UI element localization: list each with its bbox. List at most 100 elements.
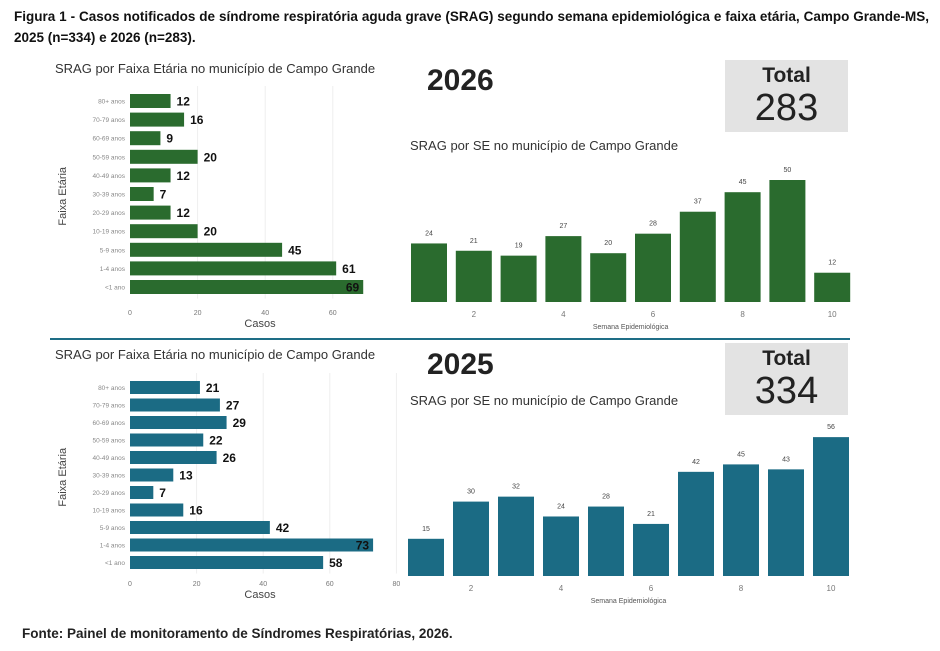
data-label: 20	[604, 240, 612, 247]
category-label: 80+ anos	[98, 385, 126, 392]
data-label: 45	[739, 179, 747, 186]
x-tick-label: 40	[261, 310, 269, 317]
x-tick-label: 2	[469, 584, 474, 593]
bar	[130, 94, 171, 108]
bar	[130, 261, 337, 276]
category-label: 70-79 anos	[92, 117, 125, 124]
bar	[633, 523, 669, 576]
x-tick-label: 40	[259, 581, 267, 588]
total-card-2025: Total 334	[725, 343, 848, 415]
data-label: 28	[602, 494, 610, 501]
data-label: 27	[560, 223, 568, 230]
data-label: 20	[204, 225, 218, 239]
category-label: 30-39 anos	[92, 192, 125, 199]
data-label: 16	[190, 113, 204, 127]
x-tick-label: 60	[329, 310, 337, 317]
category-label: 50-59 anos	[92, 154, 125, 161]
bar	[768, 469, 804, 576]
x-tick-label: 10	[828, 310, 837, 319]
data-label: 12	[828, 260, 836, 267]
year-title-2025: 2025	[427, 348, 494, 381]
data-label: 7	[159, 486, 166, 500]
data-label: 16	[189, 504, 203, 518]
x-tick-label: 2	[472, 310, 477, 319]
data-label: 69	[346, 281, 360, 295]
bar	[130, 433, 204, 447]
bar	[814, 272, 851, 302]
x-tick-label: 8	[739, 584, 744, 593]
x-axis-title: Semana Epidemiológica	[593, 324, 669, 331]
category-label: 80+ anos	[98, 99, 126, 106]
bar	[500, 255, 537, 302]
total-card-2026: Total 283	[725, 60, 848, 132]
data-label: 12	[177, 206, 191, 220]
bar	[130, 168, 171, 183]
figure-source: Fonte: Painel de monitoramento de Síndro…	[22, 626, 453, 641]
x-tick-label: 10	[827, 584, 836, 593]
category-label: 70-79 anos	[92, 403, 125, 410]
x-axis-title: Casos	[244, 589, 276, 601]
bar	[130, 503, 184, 517]
bar	[130, 381, 200, 394]
category-label: 10-19 anos	[92, 229, 125, 236]
bar	[455, 250, 492, 302]
x-tick-label: 6	[649, 584, 654, 593]
data-label: 42	[276, 521, 290, 535]
bar	[590, 253, 627, 302]
x-axis-title: Semana Epidemiológica	[591, 598, 667, 605]
data-label: 58	[329, 556, 343, 570]
bar	[543, 516, 579, 576]
data-label: 26	[223, 451, 237, 465]
data-label: 42	[692, 459, 700, 466]
bar	[724, 192, 761, 302]
data-label: 9	[166, 132, 173, 146]
bar	[411, 243, 447, 302]
data-label: 12	[177, 95, 191, 109]
category-label: 40-49 anos	[92, 455, 125, 462]
bar	[130, 149, 198, 164]
data-label: 45	[737, 451, 745, 458]
data-label: 50	[784, 167, 792, 174]
data-label: 22	[209, 434, 223, 448]
bar	[130, 112, 185, 127]
data-label: 45	[288, 243, 302, 257]
data-label: 30	[467, 489, 475, 496]
data-label: 7	[160, 188, 167, 202]
data-label: 56	[827, 424, 835, 431]
data-label: 20	[204, 150, 218, 164]
data-label: 73	[356, 539, 370, 553]
column-chart-title: SRAG por SE no município de Campo Grande	[410, 138, 678, 153]
x-tick-label: 8	[740, 310, 745, 319]
data-label: 27	[226, 399, 240, 413]
category-label: 1-4 anos	[100, 543, 126, 550]
data-label: 29	[233, 416, 247, 430]
x-axis-title: Casos	[244, 318, 276, 330]
x-tick-label: 80	[393, 581, 401, 588]
bar	[635, 233, 671, 302]
data-label: 43	[782, 456, 790, 463]
bar	[130, 468, 174, 482]
y-axis-title: Faixa Etária	[57, 166, 69, 226]
category-label: 60-69 anos	[92, 136, 125, 143]
category-label: 10-19 anos	[92, 508, 125, 515]
figure-caption: Figura 1 - Casos notificados de síndrome…	[14, 9, 929, 45]
data-label: 32	[512, 484, 520, 491]
column-chart-title: SRAG por SE no município de Campo Grande	[410, 393, 678, 408]
bar	[130, 538, 374, 552]
bar	[130, 224, 198, 239]
data-label: 61	[342, 262, 356, 276]
data-label: 21	[647, 511, 655, 518]
bar	[130, 398, 220, 412]
category-label: 5-9 anos	[100, 525, 126, 532]
bar	[588, 506, 624, 576]
bar	[769, 180, 806, 302]
bar	[130, 556, 324, 569]
category-label: 1-4 anos	[100, 266, 126, 273]
hbar-chart-title: SRAG por Faixa Etária no município de Ca…	[55, 61, 375, 76]
category-label: <1 ano	[105, 560, 125, 567]
category-label: 5-9 anos	[100, 247, 126, 254]
x-tick-label: 20	[193, 581, 201, 588]
year-title-2026: 2026	[427, 64, 494, 97]
total-label: Total	[762, 64, 811, 87]
data-label: 21	[470, 238, 478, 245]
